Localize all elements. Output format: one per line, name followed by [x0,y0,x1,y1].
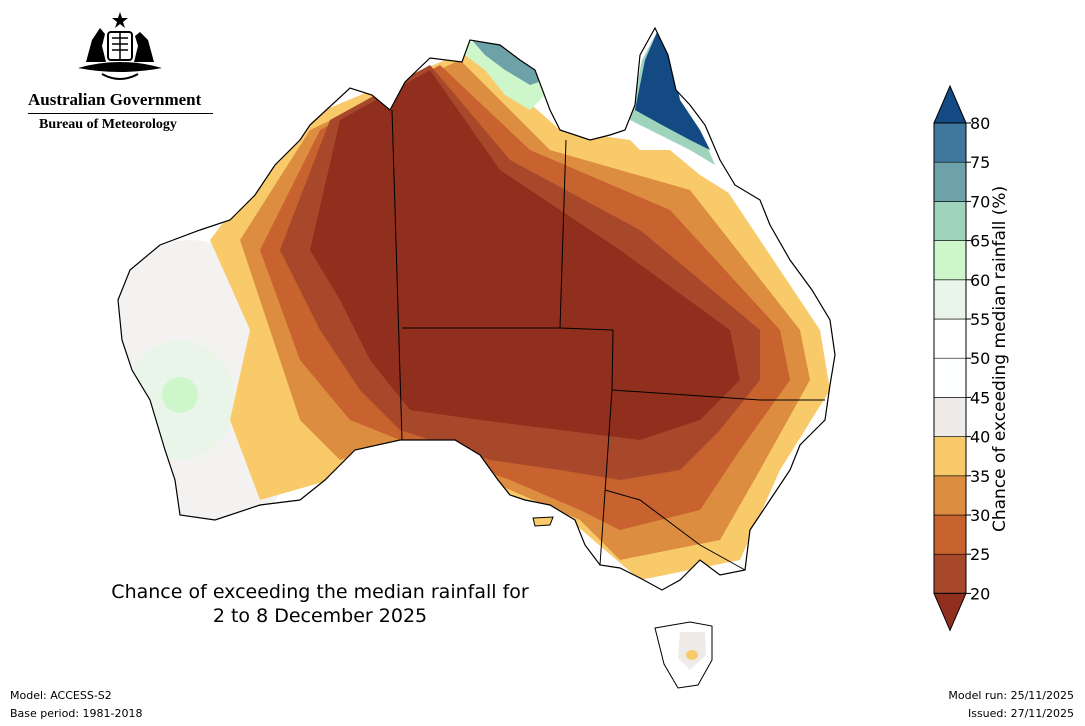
map-title: Chance of exceeding the median rainfall … [60,580,580,628]
colorbar-segment [933,201,967,241]
colorbar-segment [933,279,967,320]
colorbar-over-triangle [933,84,967,124]
colorbar-tick-label: 80 [970,114,990,133]
colorbar: 20 25 30 35 40 45 50 55 60 65 70 75 80 [933,84,990,632]
footer-right: Model run: 25/11/2025 Issued: 27/11/2025 [948,687,1074,723]
colorbar-segment [933,161,967,202]
bom-logo: Australian Government Bureau of Meteorol… [28,10,218,133]
colorbar-tick-label: 25 [970,545,990,564]
colorbar-tick-label: 60 [970,271,990,290]
model-name: Model: ACCESS-S2 [10,689,112,702]
colorbar-segment [933,514,967,555]
map-title-line2: 2 to 8 December 2025 [212,605,428,627]
colorbar-tick-label: 65 [970,232,990,251]
colorbar-tick-label: 20 [970,584,990,603]
colorbar-tick-label: 45 [970,388,990,407]
colorbar-segment [933,240,967,281]
model-run: Model run: 25/11/2025 [948,689,1074,702]
colorbar-segment [933,436,967,477]
colorbar-tick-label: 50 [970,349,990,368]
agency-name: Bureau of Meteorology [39,117,177,132]
footer-left: Model: ACCESS-S2 Base period: 1981-2018 [10,687,142,723]
colorbar-tick-label: 55 [970,310,990,329]
colorbar-label: Chance of exceeding median rainfall (%) [990,185,1010,532]
colorbar-segment [933,122,967,163]
colorbar-segment [933,397,967,437]
map-title-line1: Chance of exceeding the median rainfall … [111,581,529,603]
colorbar-segment [933,357,967,398]
colorbar-tick-label: 30 [970,506,990,525]
colorbar-segment [933,318,967,359]
colorbar-segment [933,553,967,594]
colorbar-tick-label: 70 [970,192,990,211]
colorbar-tick-label: 35 [970,467,990,486]
issued-date: Issued: 27/11/2025 [967,707,1074,720]
colorbar-tick-label: 40 [970,428,990,447]
logo-divider [28,113,213,114]
colorbar-segment [933,475,967,516]
base-period: Base period: 1981-2018 [10,707,143,720]
colorbar-under-triangle [933,592,967,632]
government-name: Australian Government [28,90,202,109]
coat-of-arms-icon [78,12,162,80]
colorbar-tick-label: 75 [970,153,990,172]
